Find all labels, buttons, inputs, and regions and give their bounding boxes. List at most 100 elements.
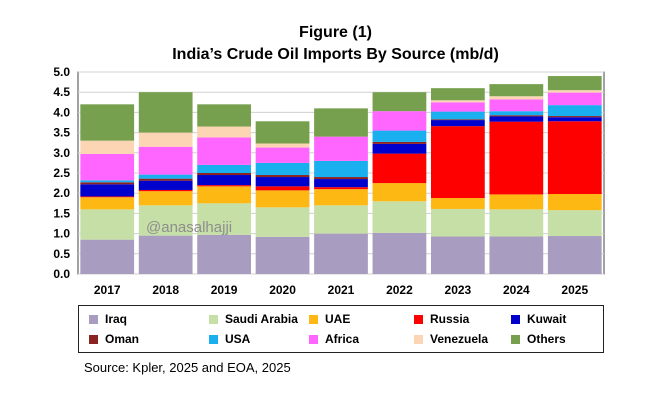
bar-segment-iraq-2022 (372, 232, 427, 274)
legend-item-kuwait: Kuwait (511, 312, 566, 326)
bar-segment-russia-2018 (138, 189, 193, 192)
bar-segment-oman-2025 (547, 116, 602, 118)
bar-segment-kuwait-2022 (372, 143, 427, 154)
bar-segment-africa-2025 (547, 92, 602, 106)
bar-segment-venezuela-2018 (138, 132, 193, 147)
bar-segment-russia-2020 (255, 186, 310, 191)
bar-segment-uae-2021 (314, 189, 368, 206)
legend-label: Africa (325, 332, 360, 346)
bar-segment-others-2017 (80, 104, 135, 141)
bar-segment-saudi-arabia-2018 (138, 205, 193, 236)
bar-segment-uae-2020 (255, 190, 310, 208)
bar-segment-iraq-2021 (314, 233, 368, 274)
bar-segment-saudi-arabia-2019 (197, 203, 251, 235)
x-tick-label: 2019 (211, 283, 238, 297)
y-tick-label: 0.0 (53, 267, 70, 281)
bar-segment-russia-2017 (80, 196, 135, 198)
bar-segment-oman-2024 (489, 115, 544, 117)
bar-segment-africa-2021 (314, 136, 368, 161)
legend-swatch (89, 334, 98, 344)
bar-segment-kuwait-2017 (80, 184, 135, 197)
y-tick-label: 2.5 (53, 166, 70, 180)
bar-segment-uae-2024 (489, 194, 544, 210)
legend-label: Saudi Arabia (225, 312, 298, 326)
bar-segment-uae-2025 (547, 194, 602, 211)
y-tick-label: 2.0 (53, 186, 70, 200)
bar-segment-others-2025 (547, 76, 602, 91)
bar-segment-venezuela-2020 (255, 143, 310, 148)
bar-segment-saudi-arabia-2024 (489, 209, 544, 237)
x-tick-label: 2022 (386, 283, 413, 297)
y-tick-label: 0.5 (53, 247, 70, 261)
bar-segment-others-2020 (255, 121, 310, 144)
legend-label: USA (225, 332, 251, 346)
bar-segment-usa-2024 (489, 111, 544, 116)
x-tick-label: 2021 (328, 283, 355, 297)
legend-swatch (414, 314, 423, 324)
bar-segment-venezuela-2025 (547, 90, 602, 93)
y-tick-label: 5.0 (53, 65, 70, 79)
bar-segment-uae-2019 (197, 186, 251, 204)
bar-segment-iraq-2017 (80, 239, 135, 274)
y-tick-label: 3.0 (53, 146, 70, 160)
bar-segment-saudi-arabia-2025 (547, 210, 602, 237)
bar-segment-saudi-arabia-2020 (255, 207, 310, 237)
legend-item-iraq: Iraq (89, 312, 127, 326)
legend-label: UAE (325, 312, 351, 326)
bar-segment-iraq-2019 (197, 234, 251, 274)
bar-segment-iraq-2023 (431, 236, 485, 274)
bar-segment-venezuela-2017 (80, 140, 135, 155)
legend-swatch (511, 314, 520, 324)
bar-segment-iraq-2020 (255, 236, 310, 274)
bar-segment-africa-2020 (255, 147, 310, 163)
legend-item-uae: UAE (309, 312, 350, 326)
bar-segment-uae-2023 (431, 198, 485, 209)
legend-item-usa: USA (209, 332, 250, 346)
legend-swatch (309, 334, 318, 344)
y-tick-label: 1.5 (53, 206, 70, 220)
legend-label: Venezuela (430, 332, 489, 346)
watermark-text: @anasalhajji (146, 219, 232, 236)
bar-segment-saudi-arabia-2023 (431, 208, 485, 237)
bar-segment-usa-2023 (431, 111, 485, 120)
bar-segment-kuwait-2020 (255, 177, 310, 187)
legend: Iraq Saudi Arabia UAE Russia Kuwait Oman USA Af… (78, 305, 604, 353)
x-tick-label: 2023 (445, 283, 472, 297)
y-tick-label: 4.0 (53, 105, 70, 119)
legend-swatch (89, 314, 98, 324)
bar-segment-usa-2020 (255, 162, 310, 176)
bar-segment-africa-2022 (372, 111, 427, 131)
bar-segment-usa-2021 (314, 160, 368, 178)
legend-swatch (309, 314, 318, 324)
bar-segment-oman-2021 (314, 177, 368, 180)
bar-segment-uae-2018 (138, 191, 193, 206)
bar-segment-saudi-arabia-2022 (372, 201, 427, 233)
bar-segment-iraq-2024 (489, 236, 544, 274)
bar-segment-kuwait-2023 (431, 120, 485, 127)
bar-segment-venezuela-2024 (489, 96, 544, 100)
bar-segment-africa-2024 (489, 99, 544, 112)
legend-swatch (209, 334, 218, 344)
legend-label: Russia (430, 312, 470, 326)
y-tick-label: 1.0 (53, 227, 70, 241)
bar-segment-russia-2019 (197, 185, 251, 187)
y-tick-label: 3.5 (53, 126, 70, 140)
bar-segment-others-2021 (314, 108, 368, 137)
y-tick-label: 4.5 (53, 85, 70, 99)
bar-segment-others-2023 (431, 88, 485, 101)
stacked-bar-chart: 0.0 0.5 1.0 1.5 2.0 2.5 3.0 3.5 4.0 4.5 5.0 2017 201… (53, 65, 605, 297)
legend-swatch (511, 334, 520, 344)
bar-segment-usa-2018 (138, 174, 193, 179)
source-note: Source: Kpler, 2025 and EOA, 2025 (84, 360, 291, 375)
bar-segment-iraq-2018 (138, 235, 193, 274)
bar-segment-uae-2022 (372, 183, 427, 202)
bar-segment-iraq-2025 (547, 236, 602, 274)
bar-segment-others-2018 (138, 92, 193, 133)
legend-item-russia: Russia (414, 312, 469, 326)
bar-segment-oman-2018 (138, 178, 193, 181)
bar-segment-others-2022 (372, 92, 427, 112)
bar-segment-oman-2017 (80, 182, 135, 185)
legend-swatch (414, 334, 423, 344)
bar-segment-russia-2025 (547, 121, 602, 195)
